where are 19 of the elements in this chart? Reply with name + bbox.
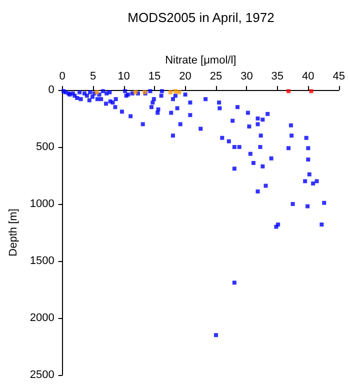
chart-title: MODS2005 in April, 1972 [128, 10, 274, 25]
x-tick-label: 40 [302, 70, 314, 82]
x-axis-title: Nitrate [μmol/l] [165, 54, 236, 67]
y-tick-label: 1500 [30, 255, 54, 267]
x-tick-label: 25 [210, 70, 222, 82]
x-tick-label: 20 [179, 70, 192, 82]
y-axis-title: Depth [m] [8, 208, 20, 256]
y-tick-label: 2500 [30, 369, 54, 381]
y-tick-label: 500 [36, 141, 54, 153]
x-tick-label: 5 [90, 70, 96, 82]
y-tick-label: 2000 [30, 312, 54, 324]
x-tick-label: 15 [148, 70, 161, 82]
x-tick-label: 30 [240, 70, 253, 82]
x-tick-label: 45 [332, 70, 346, 82]
y-tick-label: 1000 [30, 198, 54, 210]
y-tick-label: 0 [48, 84, 54, 96]
x-tick-label: 10 [118, 70, 130, 82]
x-tick-label: 35 [271, 70, 284, 82]
x-tick-label: 0 [59, 70, 66, 82]
